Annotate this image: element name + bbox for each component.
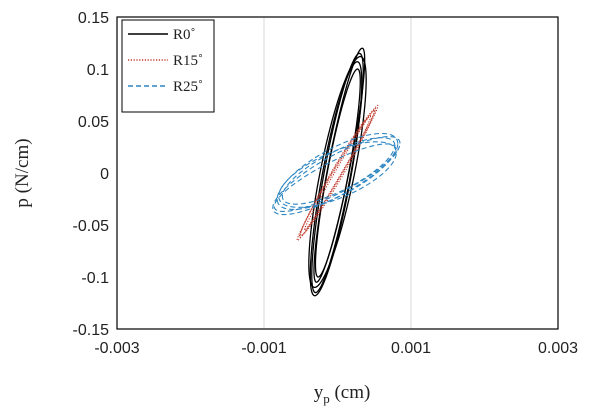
legend-box xyxy=(121,19,215,113)
y-tick-label: 0.15 xyxy=(78,10,109,27)
series-2-loop xyxy=(281,137,396,205)
x-tick-label: 0.003 xyxy=(538,340,578,357)
series-2 xyxy=(272,132,401,216)
series-1-loop xyxy=(296,104,379,242)
legend-label: R15˚ xyxy=(173,53,203,69)
series-2-loop xyxy=(276,132,399,210)
series-1 xyxy=(296,104,379,242)
legend-label: R0˚ xyxy=(173,27,196,43)
series-0-loop xyxy=(308,55,367,289)
x-tick-label: 0.001 xyxy=(391,340,431,357)
series-1-loop xyxy=(298,115,372,239)
series-curves xyxy=(272,47,401,297)
series-0-loop xyxy=(314,68,361,278)
legend-label: R25˚ xyxy=(173,79,203,95)
x-tick-label: -0.001 xyxy=(241,340,286,357)
x-tick-label: -0.003 xyxy=(94,340,139,357)
x-axis-title: yp (cm) xyxy=(314,382,371,406)
y-tick-label: -0.05 xyxy=(73,218,110,235)
series-0 xyxy=(308,47,367,297)
y-tick-label: 0.05 xyxy=(78,114,109,131)
series-1-loop xyxy=(300,110,375,236)
y-tick-label: 0 xyxy=(100,166,109,183)
series-2-loop xyxy=(278,141,397,208)
plot-area-frame xyxy=(116,16,559,330)
y-tick-label: 0.1 xyxy=(87,62,109,79)
y-axis-title: p (N/cm) xyxy=(12,138,33,207)
series-1-loop xyxy=(303,107,377,231)
grid-lines xyxy=(263,17,412,329)
y-tick-label: -0.15 xyxy=(73,322,110,339)
series-2-loop xyxy=(272,136,401,216)
series-2-loop xyxy=(273,143,397,213)
legend: R0˚ R15˚ R25˚ xyxy=(121,19,215,113)
tick-labels: -0.003 -0.001 0.001 0.003 -0.15 -0.1 -0.05 0 0.0… xyxy=(73,10,579,357)
y-tick-label: -0.1 xyxy=(81,270,109,287)
